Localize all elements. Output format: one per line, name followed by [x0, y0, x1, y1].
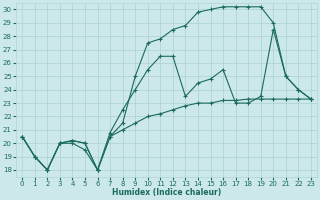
- X-axis label: Humidex (Indice chaleur): Humidex (Indice chaleur): [112, 188, 221, 197]
